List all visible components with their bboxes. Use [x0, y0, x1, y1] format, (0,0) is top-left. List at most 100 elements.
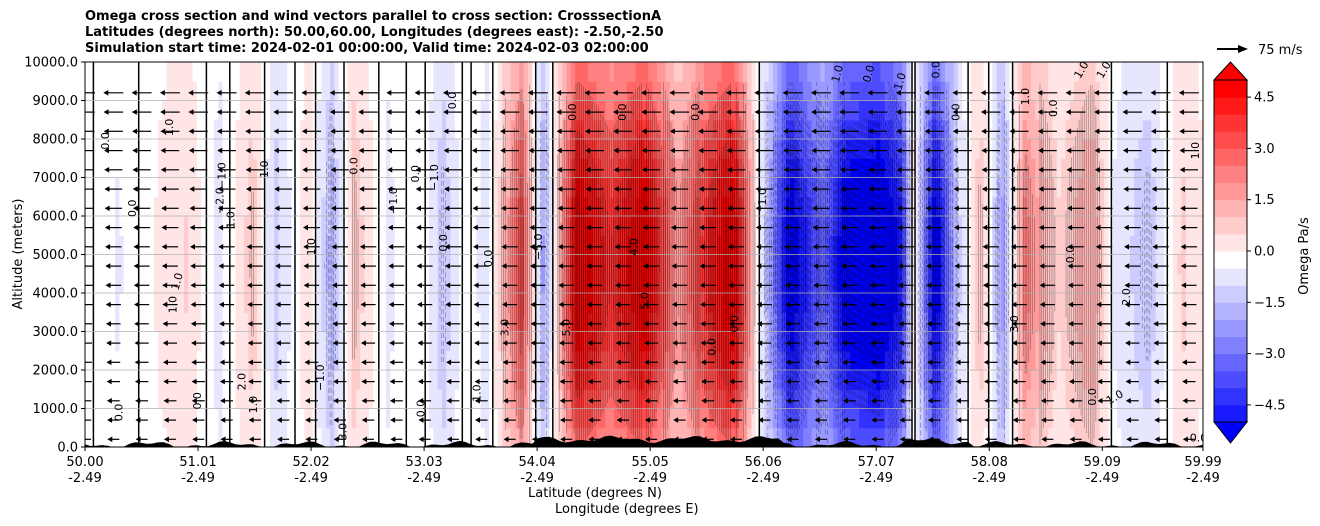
omega-cell	[239, 254, 245, 275]
omega-cell	[880, 389, 886, 410]
omega-cell	[1069, 177, 1075, 198]
omega-cell	[85, 81, 90, 102]
omega-cell	[278, 254, 284, 275]
omega-cell	[1039, 350, 1045, 371]
omega-cell	[549, 254, 555, 275]
omega-cell	[880, 273, 886, 294]
omega-cell	[708, 100, 714, 121]
omega-cell	[1052, 196, 1058, 217]
omega-cell	[1056, 196, 1062, 217]
omega-cell	[205, 235, 211, 256]
omega-cell	[1061, 273, 1066, 294]
omega-cell	[364, 81, 370, 102]
omega-cell	[837, 235, 843, 256]
omega-cell	[811, 119, 817, 140]
omega-cell	[506, 139, 512, 159]
omega-cell	[687, 119, 692, 140]
omega-cell	[149, 254, 155, 275]
omega-cell	[472, 408, 477, 429]
omega-cell	[635, 216, 641, 236]
omega-cell	[347, 389, 353, 410]
omega-cell	[1061, 177, 1066, 198]
omega-cell	[738, 254, 744, 275]
omega-cell	[407, 408, 413, 429]
omega-cell	[1099, 273, 1105, 294]
omega-cell	[282, 81, 288, 102]
omega-cell	[880, 62, 886, 82]
omega-cell	[1121, 100, 1127, 121]
omega-cell	[347, 331, 353, 352]
omega-cell	[579, 293, 585, 313]
omega-cell	[687, 158, 692, 179]
omega-cell	[97, 139, 103, 159]
omega-cell	[519, 158, 525, 179]
omega-cell	[140, 216, 146, 236]
omega-cell	[751, 196, 757, 217]
omega-cell	[338, 350, 344, 371]
omega-cell	[325, 119, 331, 140]
omega-cell	[218, 235, 224, 256]
omega-cell	[351, 177, 357, 198]
omega-cell	[906, 389, 912, 410]
omega-cell	[493, 177, 499, 198]
omega-cell	[317, 196, 323, 217]
omega-cell	[687, 196, 692, 217]
omega-cell	[467, 119, 473, 140]
omega-cell	[824, 408, 830, 429]
omega-cell	[222, 119, 228, 140]
omega-cell	[893, 62, 899, 82]
omega-cell	[527, 100, 533, 121]
omega-cell	[484, 427, 490, 447]
omega-cell	[102, 196, 108, 217]
omega-cell	[510, 293, 516, 313]
omega-cell	[889, 427, 894, 447]
omega-cell	[437, 100, 443, 121]
omega-cell	[209, 389, 215, 410]
omega-cell	[742, 293, 748, 313]
omega-cell	[214, 370, 219, 390]
omega-cell	[803, 350, 808, 371]
omega-cell	[601, 196, 606, 217]
omega-cell	[721, 254, 727, 275]
omega-cell	[970, 235, 976, 256]
omega-cell	[1104, 427, 1109, 447]
omega-cell	[1095, 273, 1101, 294]
omega-cell	[166, 350, 172, 371]
omega-cell	[476, 216, 482, 236]
omega-cell	[1026, 139, 1032, 159]
omega-cell	[755, 216, 761, 236]
omega-cell	[884, 81, 890, 102]
omega-cell	[536, 158, 542, 179]
omega-cell	[979, 139, 985, 159]
omega-cell	[536, 196, 542, 217]
omega-cell	[183, 196, 189, 217]
omega-cell	[515, 235, 520, 256]
omega-cell	[549, 293, 555, 313]
omega-cell	[239, 196, 245, 217]
omega-cell	[145, 273, 151, 294]
omega-cell	[1078, 350, 1084, 371]
omega-cell	[183, 350, 189, 371]
omega-cell	[682, 100, 688, 121]
omega-cell	[1039, 62, 1045, 82]
omega-cell	[691, 312, 697, 333]
omega-cell	[416, 331, 421, 352]
omega-cell	[687, 235, 692, 256]
omega-cell	[433, 177, 439, 198]
omega-cell	[158, 370, 163, 390]
omega-cell	[721, 100, 727, 121]
omega-cell	[721, 408, 727, 429]
omega-cell	[682, 177, 688, 198]
omega-cell	[583, 293, 589, 313]
omega-cell	[209, 235, 215, 256]
omega-cell	[1147, 216, 1152, 236]
omega-cell	[648, 139, 654, 159]
omega-cell	[949, 62, 955, 82]
omega-cell	[368, 100, 374, 121]
omega-cell	[932, 312, 937, 333]
omega-cell	[386, 177, 391, 198]
omega-cell	[906, 100, 912, 121]
omega-cell	[626, 81, 632, 102]
omega-cell	[231, 254, 237, 275]
omega-cell	[1095, 370, 1101, 390]
